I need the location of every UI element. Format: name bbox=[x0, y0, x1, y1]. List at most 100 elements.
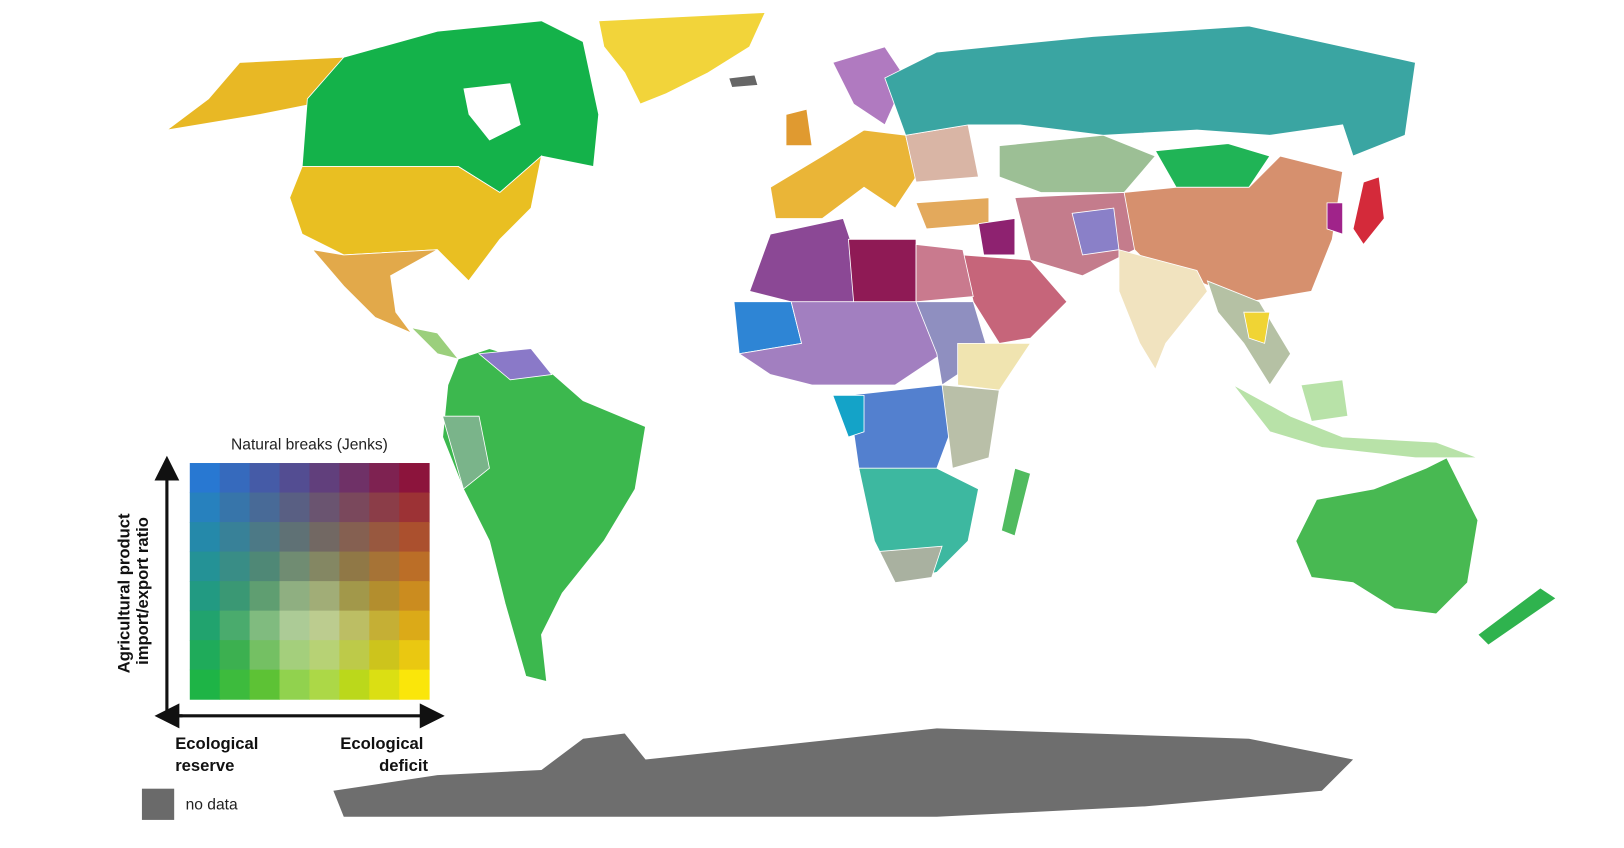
central-america bbox=[410, 327, 460, 360]
legend-cell bbox=[189, 581, 221, 612]
legend-cell bbox=[369, 581, 400, 612]
legend-cell bbox=[309, 610, 340, 641]
x-low-label: Ecological reserve bbox=[175, 734, 263, 775]
indonesia bbox=[1233, 384, 1479, 459]
india bbox=[1118, 249, 1208, 371]
ethiopia bbox=[957, 342, 1032, 391]
legend-cell bbox=[279, 551, 310, 582]
thailand bbox=[1243, 311, 1271, 344]
world-map bbox=[166, 12, 1557, 817]
legend-cell bbox=[279, 640, 310, 671]
legend-cell bbox=[309, 492, 340, 523]
legend-cell bbox=[369, 669, 400, 700]
japan bbox=[1352, 176, 1385, 246]
legend-cell bbox=[279, 463, 310, 494]
legend-cell bbox=[219, 551, 251, 582]
legend-cell bbox=[309, 551, 340, 582]
legend-cell bbox=[279, 669, 310, 700]
legend-cell bbox=[399, 669, 430, 700]
legend-cell bbox=[399, 551, 430, 582]
usa bbox=[289, 154, 543, 282]
legend-cell bbox=[309, 581, 340, 612]
legend-cell bbox=[219, 669, 251, 700]
legend-cell bbox=[189, 463, 221, 494]
legend-cell bbox=[339, 492, 370, 523]
legend-cell bbox=[249, 522, 281, 553]
hudson-bay bbox=[463, 83, 521, 141]
antarctica bbox=[333, 728, 1354, 817]
legend-cell bbox=[219, 610, 251, 641]
legend-cell bbox=[279, 522, 310, 553]
legend-cell bbox=[279, 492, 310, 523]
legend-cell bbox=[339, 463, 370, 494]
legend-cell bbox=[309, 463, 340, 494]
australia bbox=[1295, 457, 1479, 615]
legend-cell bbox=[339, 581, 370, 612]
x-low-label-line: Ecological bbox=[175, 734, 258, 753]
venezuela bbox=[478, 348, 553, 381]
y-axis-label-line: Agricultural product bbox=[114, 513, 133, 673]
x-high-label: Ecological deficit bbox=[340, 734, 428, 775]
legend-cell bbox=[309, 669, 340, 700]
south-africa bbox=[878, 545, 943, 584]
legend-cell bbox=[369, 640, 400, 671]
mexico bbox=[311, 249, 438, 334]
legend-cell bbox=[339, 610, 370, 641]
legend-cell bbox=[219, 581, 251, 612]
legend-cell bbox=[309, 522, 340, 553]
libya bbox=[847, 238, 917, 303]
legend-cell bbox=[249, 463, 281, 494]
legend-cell bbox=[369, 551, 400, 582]
east-africa bbox=[941, 384, 1000, 469]
legend-cell bbox=[399, 610, 430, 641]
legend-cell bbox=[219, 640, 251, 671]
iraq bbox=[977, 218, 1016, 256]
north-africa-west bbox=[749, 218, 855, 303]
legend-cell bbox=[219, 522, 251, 553]
legend-cell bbox=[399, 492, 430, 523]
legend-cell bbox=[339, 640, 370, 671]
europe-west bbox=[769, 129, 917, 219]
korea bbox=[1326, 202, 1344, 235]
legend-cell bbox=[189, 551, 221, 582]
legend-cell bbox=[249, 551, 281, 582]
greenland bbox=[598, 12, 766, 105]
south-america bbox=[442, 348, 646, 683]
legend-cell bbox=[369, 522, 400, 553]
legend-cell bbox=[399, 463, 430, 494]
x-high-label-line: Ecological bbox=[340, 734, 423, 753]
legend-grid bbox=[189, 463, 430, 700]
uk bbox=[785, 108, 813, 147]
canada bbox=[301, 20, 600, 194]
y-axis-label-line: import/export ratio bbox=[133, 517, 152, 665]
legend-cell bbox=[339, 669, 370, 700]
legend-cell bbox=[399, 522, 430, 553]
legend-cell bbox=[369, 610, 400, 641]
peru bbox=[442, 415, 490, 490]
no-data-label: no data bbox=[186, 797, 238, 814]
legend-cell bbox=[249, 669, 281, 700]
legend-cell bbox=[189, 640, 221, 671]
legend-cell bbox=[279, 581, 310, 612]
gabon bbox=[832, 394, 865, 438]
legend: Natural breaks (Jenks) Agricultural prod… bbox=[114, 436, 445, 820]
legend-cell bbox=[249, 610, 281, 641]
legend-cell bbox=[189, 492, 221, 523]
legend-cell bbox=[249, 581, 281, 612]
x-low-label-line: reserve bbox=[175, 756, 234, 775]
legend-cell bbox=[249, 640, 281, 671]
iceland bbox=[728, 74, 759, 88]
legend-cell bbox=[249, 492, 281, 523]
kazakhstan bbox=[998, 134, 1157, 193]
legend-cell bbox=[279, 610, 310, 641]
legend-cell bbox=[189, 669, 221, 700]
legend-cell bbox=[339, 551, 370, 582]
legend-cell bbox=[399, 640, 430, 671]
legend-cell bbox=[399, 581, 430, 612]
mongolia bbox=[1154, 143, 1271, 188]
legend-cell bbox=[189, 610, 221, 641]
legend-cell bbox=[369, 463, 400, 494]
legend-cell bbox=[219, 492, 251, 523]
new-zealand bbox=[1477, 587, 1557, 646]
legend-cell bbox=[339, 522, 370, 553]
